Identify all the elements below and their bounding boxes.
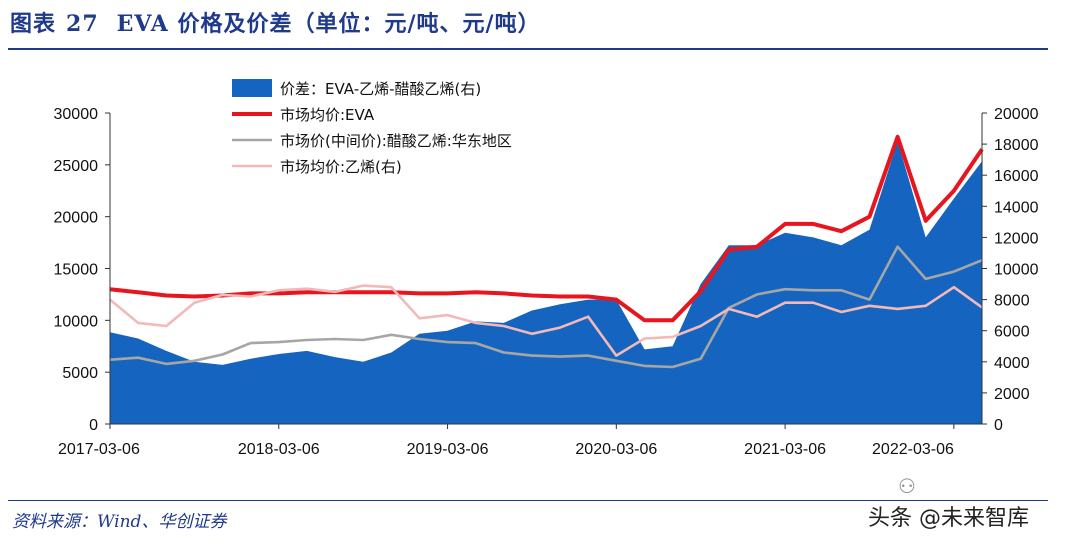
footer-divider [8, 500, 1048, 501]
legend-swatch-spread [232, 79, 272, 97]
y-right-tick-label: 0 [994, 417, 1003, 434]
y-left-tick-label: 0 [89, 417, 98, 434]
y-right-tick-label: 2000 [994, 386, 1030, 403]
legend-label: 价差：EVA-乙烯-醋酸乙烯(右) [280, 80, 481, 98]
y-left-tick-label: 20000 [54, 210, 99, 227]
y-right-tick-label: 4000 [994, 355, 1030, 372]
figure-label: 图表 [10, 11, 57, 37]
figure-title: 图表 27 EVA 价格及价差（单位：元/吨、元/吨） [10, 6, 541, 38]
y-left-tick-label: 25000 [54, 158, 99, 175]
legend-label: 市场均价:乙烯(右) [280, 158, 402, 176]
y-left-tick-label: 10000 [54, 313, 99, 330]
series-line-3 [109, 284, 983, 357]
x-tick-label: 2022-03-06 [872, 441, 954, 458]
x-tick-label: 2017-03-06 [58, 441, 140, 458]
y-right-tick-label: 18000 [994, 137, 1039, 154]
figure-number: 27 [66, 11, 99, 37]
wechat-icon: ⚇ [898, 474, 916, 498]
y-right-tick-label: 6000 [994, 324, 1030, 341]
y-right-tick-label: 14000 [994, 199, 1039, 216]
legend-label: 市场均价:EVA [280, 106, 375, 124]
x-tick-label: 2018-03-06 [238, 441, 320, 458]
source-note: 资料来源：Wind、华创证券 [12, 512, 227, 532]
y-right-tick-label: 16000 [994, 168, 1039, 185]
y-left-tick-label: 30000 [54, 106, 99, 123]
x-tick-label: 2021-03-06 [744, 441, 826, 458]
y-right-tick-label: 10000 [994, 262, 1039, 279]
y-left-tick-label: 5000 [62, 365, 98, 382]
x-tick-label: 2019-03-06 [407, 441, 489, 458]
series-line-1 [109, 134, 984, 323]
title-divider [8, 48, 1048, 50]
series-line-2 [109, 245, 983, 369]
series-area-spread [110, 141, 982, 424]
y-right-tick-label: 12000 [994, 230, 1039, 247]
x-tick-label: 2020-03-06 [575, 441, 657, 458]
figure-title-text: EVA 价格及价差（单位：元/吨、元/吨） [116, 11, 541, 37]
y-left-tick-label: 15000 [54, 262, 99, 279]
y-right-tick-label: 8000 [994, 293, 1030, 310]
watermark: 头条 @未来智库 [868, 506, 1029, 531]
legend-label: 市场价(中间价):醋酸乙烯:华东地区 [280, 132, 512, 150]
eva-price-chart: 0 5000 10000 15000 20000 25000 30000 0 2000 4000 6… [54, 79, 1039, 458]
y-right-tick-label: 20000 [994, 106, 1039, 123]
